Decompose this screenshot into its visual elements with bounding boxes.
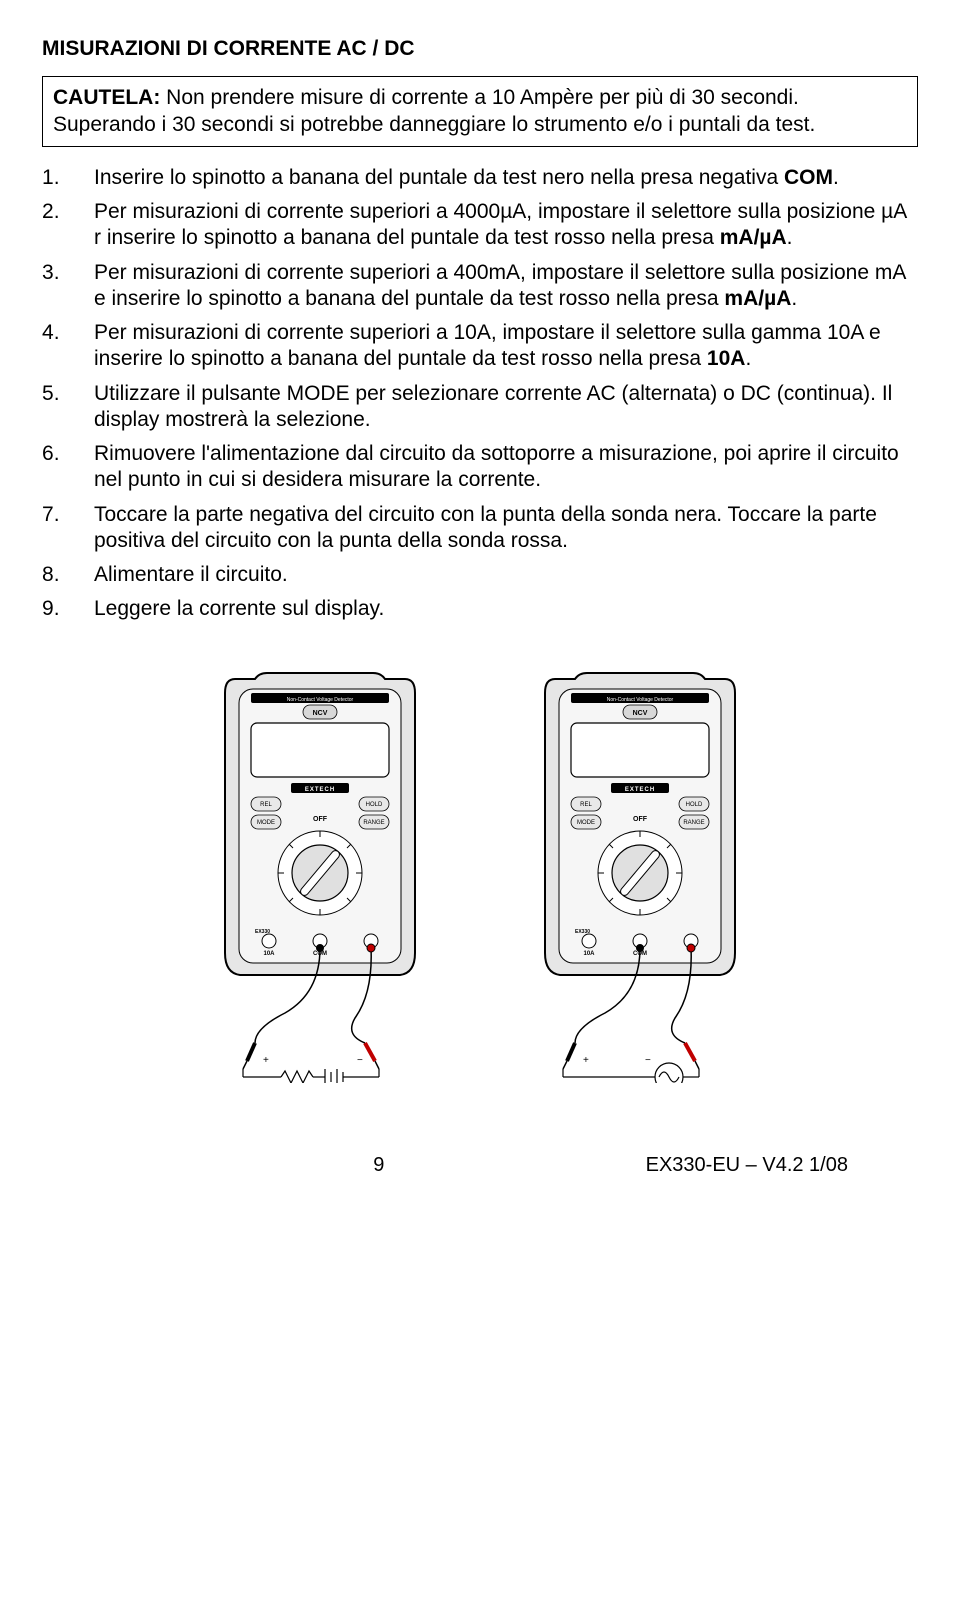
svg-text:EXTECH: EXTECH [625,787,655,793]
caution-text: Non prendere misure di corrente a 10 Amp… [53,86,815,135]
meter-dc-figure: Non-Contact Voltage Detector NCV EXTECH … [205,663,435,1083]
caution-label: CAUTELA: [53,86,160,109]
step-1: Inserire lo spinotto a banana del puntal… [94,165,918,191]
step-text: . [787,226,793,249]
step-text: Leggere la corrente sul display. [94,597,384,620]
svg-text:+: + [583,1055,589,1066]
step-9: Leggere la corrente sul display. [94,596,918,622]
svg-text:MODE: MODE [577,820,595,826]
caution-box: CAUTELA: Non prendere misure di corrente… [42,76,918,147]
svg-text:RANGE: RANGE [363,820,384,826]
page-footer: 9 EX330-EU – V4.2 1/08 [42,1153,918,1178]
svg-text:−: − [645,1055,651,1066]
svg-text:Non-Contact Voltage Detector: Non-Contact Voltage Detector [287,697,354,703]
step-3: Per misurazioni di corrente superiori a … [94,260,918,313]
step-8: Alimentare il circuito. [94,562,918,588]
doc-id: EX330-EU – V4.2 1/08 [646,1153,848,1178]
step-text: . [745,347,751,370]
step-2: Per misurazioni di corrente superiori a … [94,199,918,252]
step-bold: mA/µA [720,226,787,249]
svg-text:Non-Contact Voltage Detector: Non-Contact Voltage Detector [607,697,674,703]
figure-row: Non-Contact Voltage Detector NCV EXTECH … [42,663,918,1083]
svg-text:HOLD: HOLD [686,802,703,808]
svg-text:EXTECH: EXTECH [305,787,335,793]
step-text: . [791,287,797,310]
svg-text:OFF: OFF [633,816,648,823]
step-text: . [833,166,839,189]
svg-text:10A: 10A [263,951,275,957]
step-6: Rimuovere l'alimentazione dal circuito d… [94,441,918,494]
step-text: Utilizzare il pulsante MODE per selezion… [94,382,892,431]
svg-text:RANGE: RANGE [683,820,704,826]
svg-text:HOLD: HOLD [366,802,383,808]
section-title: MISURAZIONI DI CORRENTE AC / DC [42,36,918,62]
svg-text:REL: REL [580,802,592,808]
step-4: Per misurazioni di corrente superiori a … [94,320,918,373]
step-5: Utilizzare il pulsante MODE per selezion… [94,381,918,434]
multimeter-ac-icon: Non-Contact Voltage Detector NCV EXTECH … [525,663,755,1083]
multimeter-dc-icon: Non-Contact Voltage Detector NCV EXTECH … [205,663,435,1083]
svg-text:+: + [263,1055,269,1066]
step-bold: COM [784,166,833,189]
svg-text:NCV: NCV [633,710,648,717]
svg-text:10A: 10A [583,951,595,957]
meter-ac-figure: Non-Contact Voltage Detector NCV EXTECH … [525,663,755,1083]
step-text: Inserire lo spinotto a banana del puntal… [94,166,784,189]
step-7: Toccare la parte negativa del circuito c… [94,502,918,555]
svg-text:REL: REL [260,802,272,808]
page-number: 9 [373,1153,384,1178]
step-bold: mA/µA [724,287,791,310]
svg-text:−: − [357,1055,363,1066]
step-text: Alimentare il circuito. [94,563,288,586]
step-text: Per misurazioni di corrente superiori a … [94,321,881,370]
step-text: Toccare la parte negativa del circuito c… [94,503,877,552]
svg-text:NCV: NCV [313,710,328,717]
svg-text:MODE: MODE [257,820,275,826]
step-text: Rimuovere l'alimentazione dal circuito d… [94,442,899,491]
svg-text:OFF: OFF [313,816,328,823]
step-bold: 10A [707,347,746,370]
steps-list: Inserire lo spinotto a banana del puntal… [42,165,918,623]
